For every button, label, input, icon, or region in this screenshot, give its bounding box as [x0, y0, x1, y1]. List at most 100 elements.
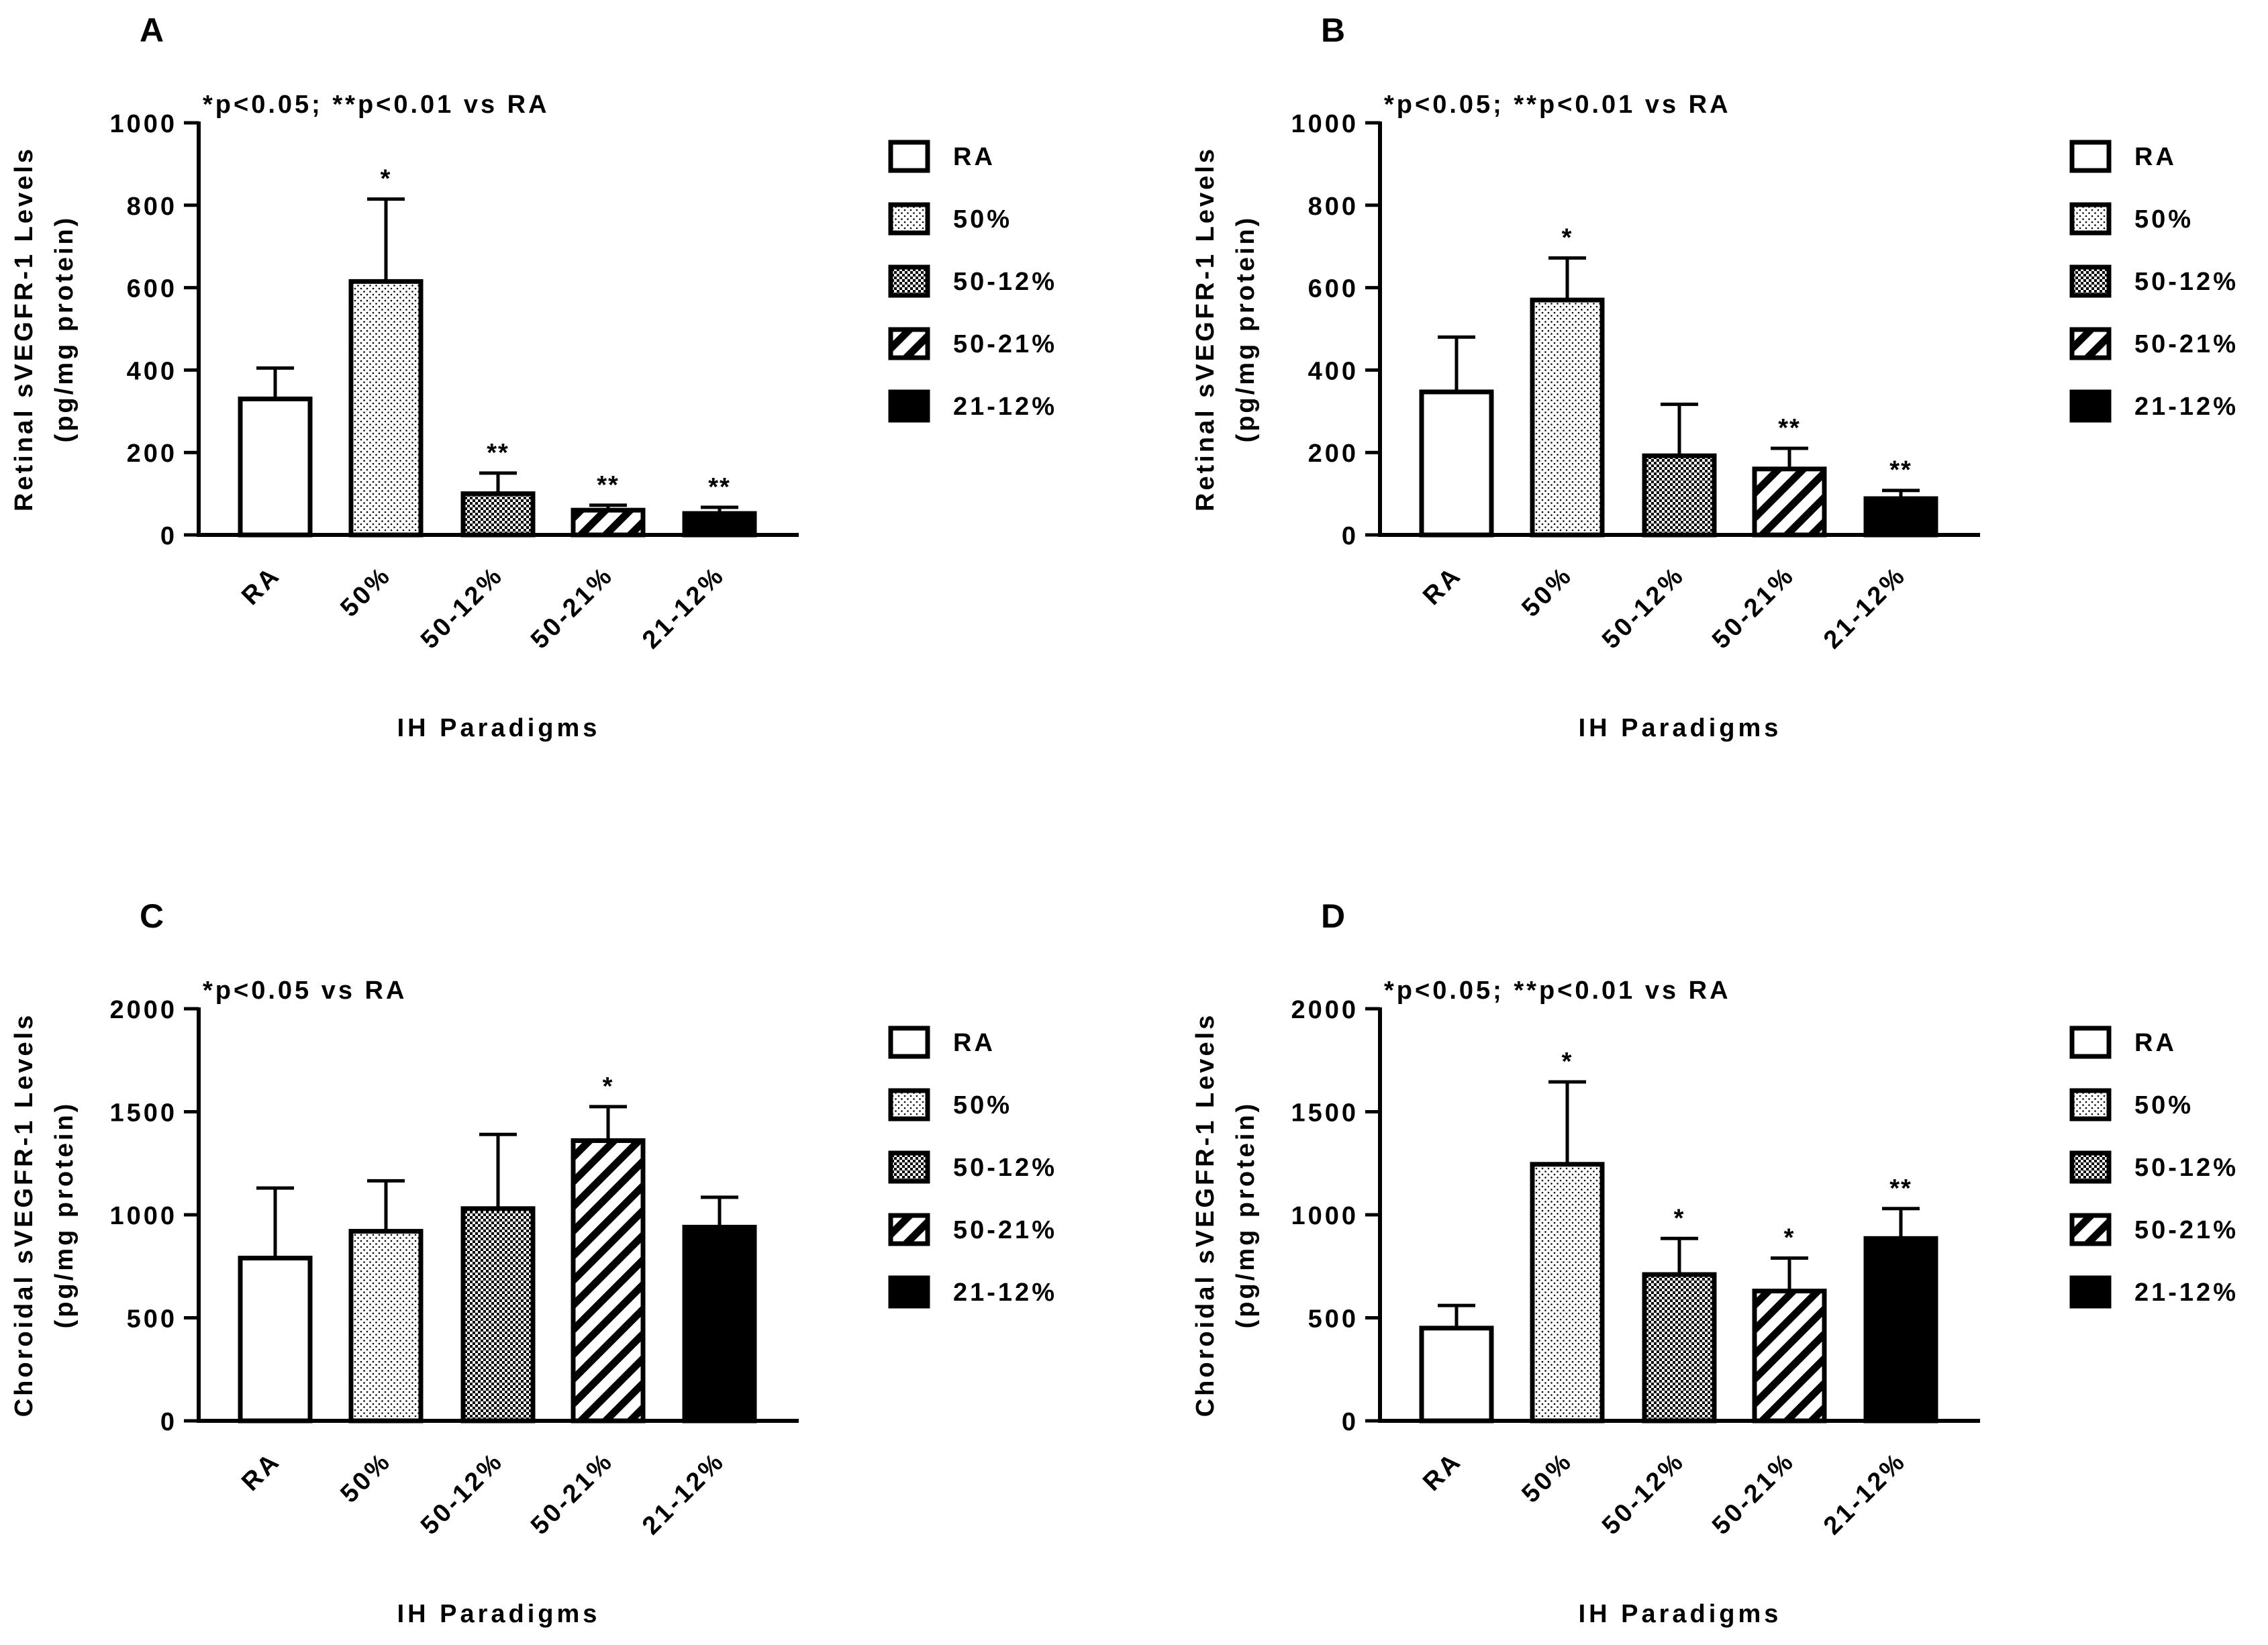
- legend-swatch: [888, 389, 930, 423]
- x-tick-label: 50-21%: [526, 1447, 619, 1540]
- y-tick-label: 800: [1308, 193, 1359, 221]
- x-tick-label: RA: [236, 1447, 286, 1497]
- y-tick-label: 1000: [1291, 1202, 1359, 1230]
- bar-ra: [238, 1255, 313, 1424]
- x-tick-label: 50-12%: [415, 561, 509, 654]
- bar-21-12pct: [682, 1224, 757, 1424]
- bar-50pct: [348, 1229, 424, 1424]
- y-tick-label: 0: [160, 1408, 177, 1436]
- legend-swatch: [2069, 140, 2112, 173]
- bar-50-21pct: [571, 1138, 646, 1424]
- significance-star: *: [1562, 223, 1573, 252]
- bar-50-21pct: [1752, 1289, 1827, 1424]
- x-tick-label: RA: [1418, 561, 1467, 611]
- significance-star: **: [1889, 1175, 1912, 1203]
- chart-panel-a: A *p<0.05; **p<0.01 vs RA Retinal sVEGFR-1…: [10, 11, 1057, 742]
- bar-21-12pct: [1863, 496, 1938, 538]
- significance-note: *p<0.05 vs RA: [203, 977, 407, 1005]
- legend-label: 50-12%: [953, 1154, 1057, 1182]
- legend-label: 21-12%: [953, 1279, 1057, 1307]
- y-axis-title: Choroidal sVEGFR-1 Levels: [10, 1013, 38, 1417]
- significance-star: **: [708, 473, 731, 501]
- legend-swatch: [2069, 1275, 2112, 1309]
- legend-label: 50-12%: [953, 268, 1057, 296]
- significance-note: *p<0.05; **p<0.01 vs RA: [203, 91, 550, 119]
- legend-swatch: [2069, 264, 2112, 298]
- y-tick-label: 400: [1308, 357, 1359, 385]
- legend-swatch: [888, 140, 930, 173]
- y-axis-title-units: (pg/mg protein): [50, 1101, 79, 1329]
- y-tick-label: 2000: [1291, 996, 1359, 1024]
- legend-label: 50%: [2134, 1091, 2193, 1119]
- bar-50pct: [1530, 297, 1605, 538]
- legend-label: 50-12%: [2134, 268, 2238, 296]
- legend-swatch: [2069, 1150, 2112, 1184]
- legend-swatch: [888, 1088, 930, 1121]
- significance-star: *: [1562, 1048, 1573, 1076]
- chart-panel-d: D *p<0.05; **p<0.01 vs RA Choroidal sVEGFR…: [1191, 897, 2238, 1628]
- legend-label: 50%: [953, 205, 1012, 234]
- x-tick-label: 21-12%: [637, 1447, 730, 1540]
- y-tick-label: 200: [127, 440, 177, 468]
- x-axis-title: IH Paradigms: [397, 1600, 601, 1628]
- significance-star: **: [1778, 414, 1801, 442]
- legend-label: 50%: [2134, 205, 2193, 234]
- x-tick-label: 50%: [1516, 1447, 1578, 1509]
- chart-panel-c: C *p<0.05 vs RA Choroidal sVEGFR-1 Levels (…: [10, 897, 1057, 1628]
- x-tick-label: 50-12%: [1597, 561, 1690, 654]
- legend-label: 50-21%: [953, 330, 1057, 358]
- legend-label: 50-21%: [2134, 1216, 2238, 1244]
- legend-swatch: [888, 264, 930, 298]
- legend-swatch: [888, 1213, 930, 1246]
- x-tick-label: 50%: [335, 561, 397, 623]
- legend-swatch: [888, 1150, 930, 1184]
- x-tick-label: 21-12%: [637, 561, 730, 654]
- y-tick-label: 600: [127, 275, 177, 303]
- significance-star: *: [1674, 1204, 1685, 1232]
- y-axis-title-units: (pg/mg protein): [1232, 215, 1260, 443]
- panel-label: D: [1321, 897, 1345, 935]
- significance-star: **: [1889, 456, 1912, 485]
- significance-note: *p<0.05; **p<0.01 vs RA: [1384, 977, 1731, 1005]
- legend-swatch: [888, 327, 930, 360]
- legend-swatch: [888, 202, 930, 236]
- x-tick-label: 50-21%: [526, 561, 619, 654]
- x-tick-label: 50%: [1516, 561, 1578, 623]
- panel-label: B: [1321, 11, 1345, 49]
- significance-star: *: [603, 1073, 614, 1101]
- legend-swatch: [2069, 1026, 2112, 1059]
- legend-swatch: [2069, 1088, 2112, 1121]
- legend-label: 21-12%: [953, 393, 1057, 421]
- bar-50pct: [348, 279, 424, 538]
- bar-50-12pct: [1642, 1272, 1717, 1424]
- x-tick-label: RA: [1418, 1447, 1467, 1497]
- bar-50-21pct: [571, 507, 646, 538]
- y-tick-label: 2000: [109, 996, 177, 1024]
- bar-ra: [1419, 1326, 1494, 1424]
- y-tick-label: 600: [1308, 275, 1359, 303]
- y-axis-title-units: (pg/mg protein): [50, 215, 79, 443]
- y-tick-label: 500: [1308, 1305, 1359, 1334]
- x-tick-label: 21-12%: [1818, 561, 1912, 654]
- x-tick-label: RA: [236, 561, 286, 611]
- legend-swatch: [2069, 327, 2112, 360]
- legend-swatch: [888, 1275, 930, 1309]
- legend-swatch: [2069, 389, 2112, 423]
- bar-50-21pct: [1752, 466, 1827, 538]
- bar-50-12pct: [460, 491, 536, 538]
- significance-note: *p<0.05; **p<0.01 vs RA: [1384, 91, 1731, 119]
- y-axis-title: Retinal sVEGFR-1 Levels: [1191, 146, 1220, 511]
- x-tick-label: 50%: [335, 1447, 397, 1509]
- legend-label: RA: [953, 1029, 995, 1057]
- legend-swatch: [2069, 1213, 2112, 1246]
- bar-ra: [238, 396, 313, 538]
- y-tick-label: 0: [160, 522, 177, 550]
- bar-21-12pct: [1863, 1236, 1938, 1424]
- y-tick-label: 1000: [109, 1202, 177, 1230]
- significance-star: *: [1784, 1224, 1795, 1252]
- bar-50-12pct: [1642, 453, 1717, 538]
- legend-label: 50-21%: [2134, 330, 2238, 358]
- y-tick-label: 1500: [109, 1099, 177, 1128]
- x-axis-title: IH Paradigms: [1579, 714, 1782, 742]
